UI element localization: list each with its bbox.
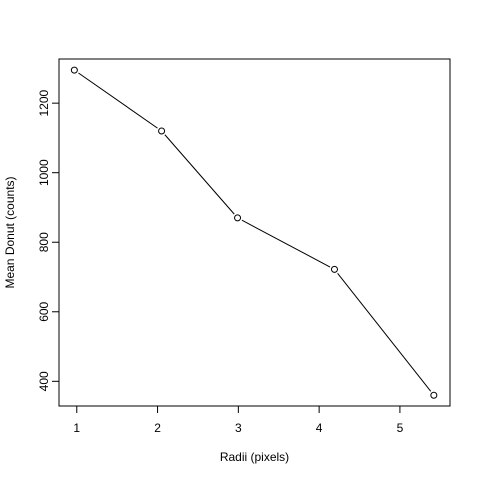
y-tick-label: 800 xyxy=(37,232,51,252)
series-line-segment xyxy=(337,272,432,392)
x-axis: 1 2 3 4 5 xyxy=(73,405,404,435)
data-point-marker xyxy=(430,391,438,399)
y-tick-label: 1000 xyxy=(37,159,51,186)
y-tick-label: 1200 xyxy=(37,89,51,116)
x-tick-label: 1 xyxy=(73,421,80,435)
series-line-segment xyxy=(78,72,158,129)
x-tick-label: 4 xyxy=(316,421,323,435)
data-point-marker xyxy=(330,265,338,273)
x-tick-label: 2 xyxy=(154,421,161,435)
y-tick-label: 400 xyxy=(37,371,51,391)
x-tick-label: 3 xyxy=(235,421,242,435)
data-series xyxy=(70,66,438,399)
y-axis: 400 600 800 1000 1200 xyxy=(37,89,60,391)
y-tick-label: 600 xyxy=(37,301,51,321)
series-line-segment xyxy=(241,219,331,268)
x-tick-label: 5 xyxy=(397,421,404,435)
data-point-marker xyxy=(70,66,78,74)
data-point-marker xyxy=(158,127,166,135)
data-point-marker xyxy=(234,214,242,222)
series-line-segment xyxy=(164,134,235,215)
x-axis-label: Radii (pixels) xyxy=(220,450,289,464)
y-axis-label: Mean Donut (counts) xyxy=(3,176,17,288)
